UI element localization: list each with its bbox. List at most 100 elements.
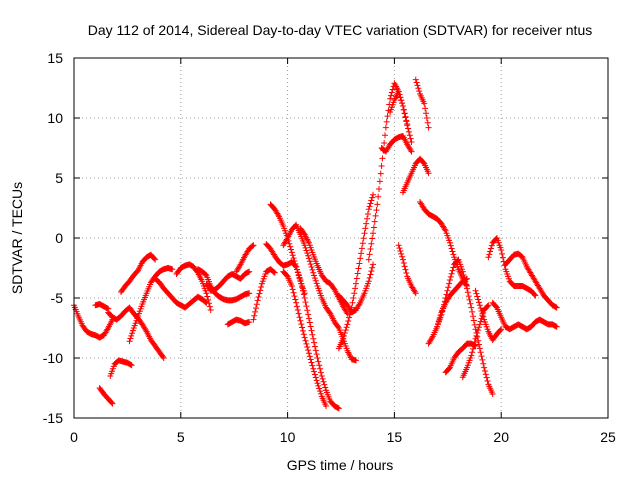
data-point <box>251 312 258 319</box>
data-point <box>396 91 403 98</box>
data-point <box>246 268 253 275</box>
data-point <box>364 211 371 217</box>
series-arc-21 <box>335 261 377 316</box>
data-point <box>109 400 116 407</box>
data-point <box>313 280 320 287</box>
data-point <box>395 242 402 249</box>
data-point <box>476 302 483 309</box>
data-point <box>403 270 410 277</box>
data-point <box>303 340 310 347</box>
data-point <box>249 242 256 249</box>
data-point <box>250 316 257 323</box>
data-point <box>298 321 305 328</box>
data-point <box>305 311 312 318</box>
data-point <box>497 327 504 334</box>
data-point <box>473 332 480 339</box>
data-point <box>305 255 312 262</box>
data-point <box>470 345 477 352</box>
data-point <box>464 275 471 282</box>
data-point <box>387 92 394 99</box>
data-point <box>301 295 308 301</box>
data-point <box>373 207 380 214</box>
series-arc-08 <box>152 275 210 311</box>
data-point <box>352 280 359 287</box>
data-point <box>309 331 316 338</box>
data-point <box>414 82 421 89</box>
data-point <box>368 268 375 275</box>
data-point <box>344 321 351 328</box>
data-point <box>478 353 485 360</box>
data-point <box>405 125 412 132</box>
series-arc-04 <box>107 357 135 379</box>
data-point <box>421 100 428 107</box>
data-point <box>450 251 457 258</box>
data-point <box>317 365 324 372</box>
data-point <box>358 250 365 257</box>
data-point <box>477 349 484 356</box>
data-point <box>360 235 367 242</box>
data-point <box>311 275 318 282</box>
data-point <box>289 286 296 293</box>
data-point <box>460 271 467 278</box>
series-arc-20 <box>335 191 377 352</box>
data-point <box>441 226 448 233</box>
data-point <box>448 270 455 277</box>
data-point <box>293 266 300 273</box>
y-tick-label: 10 <box>47 110 63 126</box>
data-point <box>446 277 453 283</box>
data-point <box>346 314 353 321</box>
data-point <box>370 230 377 237</box>
data-point <box>482 371 489 378</box>
data-point <box>469 308 476 315</box>
data-point <box>315 382 322 389</box>
data-point <box>367 246 374 253</box>
data-point <box>352 357 359 364</box>
data-point <box>307 261 314 268</box>
data-point <box>151 255 158 262</box>
data-point <box>479 310 486 317</box>
data-point <box>498 326 505 333</box>
data-points <box>71 76 560 412</box>
data-point <box>365 256 372 263</box>
data-point <box>295 271 302 278</box>
data-point <box>479 356 486 363</box>
data-point <box>236 262 243 269</box>
data-point <box>398 97 405 104</box>
data-point <box>293 303 300 310</box>
data-point <box>312 374 319 381</box>
data-point <box>447 242 454 249</box>
data-point <box>301 334 308 341</box>
series-arc-05 <box>105 304 167 361</box>
data-point <box>467 300 474 307</box>
data-point <box>159 353 166 360</box>
data-point <box>204 293 211 300</box>
data-point <box>252 308 259 315</box>
data-point <box>471 321 478 328</box>
data-point <box>369 194 376 201</box>
data-point <box>288 283 295 289</box>
data-point <box>370 191 377 198</box>
data-point <box>450 264 457 271</box>
data-point <box>294 269 301 276</box>
data-point <box>313 377 320 384</box>
data-point <box>473 290 480 297</box>
data-point <box>474 293 481 300</box>
data-point <box>345 318 352 325</box>
data-point <box>322 384 329 391</box>
data-point <box>335 323 342 330</box>
data-point <box>246 319 253 325</box>
data-point <box>340 332 347 339</box>
data-point <box>487 248 494 255</box>
data-point <box>475 296 482 303</box>
data-point <box>446 239 453 246</box>
data-point <box>416 88 423 95</box>
data-point <box>412 76 419 83</box>
data-point <box>305 315 312 322</box>
data-point <box>258 283 265 290</box>
data-point <box>435 318 442 325</box>
data-point <box>370 261 377 268</box>
data-point <box>398 250 405 257</box>
data-point <box>369 264 376 271</box>
data-point <box>382 124 389 131</box>
data-point <box>296 314 303 321</box>
